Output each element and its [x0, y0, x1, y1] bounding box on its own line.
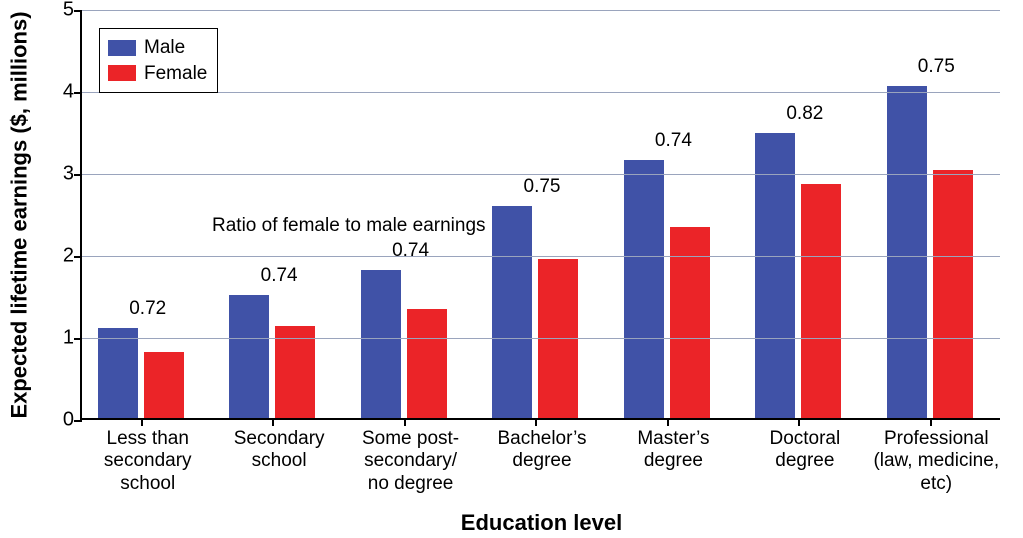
- legend-swatch-female: [108, 65, 136, 81]
- bar-group: 0.74Master’sdegree: [608, 10, 739, 418]
- y-tick-mark: [74, 256, 82, 258]
- x-tick-mark: [667, 418, 669, 426]
- bar-groups: 0.72Less thansecondaryschool0.74Secondar…: [82, 10, 1000, 418]
- bar-group: 0.75Professional(law, medicine,etc): [871, 10, 1002, 418]
- x-tick-label: Master’sdegree: [602, 428, 745, 473]
- legend-swatch-male: [108, 40, 136, 56]
- gridline: [82, 338, 1000, 339]
- y-axis-title: Expected lifetime earnings ($, millions): [7, 11, 33, 418]
- bar-group: 0.74Secondaryschool: [213, 10, 344, 418]
- bar-group: 0.74Some post-secondary/no degree: [345, 10, 476, 418]
- gridline: [82, 256, 1000, 257]
- ratio-label: 0.74: [345, 240, 476, 262]
- bar-male: [492, 206, 532, 418]
- gridline: [82, 174, 1000, 175]
- x-tick-label: Bachelor’sdegree: [470, 428, 613, 473]
- bar-male: [624, 160, 664, 418]
- legend-label-female: Female: [144, 61, 207, 87]
- gridline: [82, 10, 1000, 11]
- y-tick-label: 1: [63, 327, 74, 350]
- bar-female: [933, 170, 973, 418]
- x-tick-mark: [535, 418, 537, 426]
- gridline: [82, 92, 1000, 93]
- x-tick-mark: [930, 418, 932, 426]
- y-tick-mark: [74, 174, 82, 176]
- ratio-label: 0.72: [82, 298, 213, 320]
- bar-group: 0.75Bachelor’sdegree: [476, 10, 607, 418]
- x-tick-label: Less thansecondaryschool: [76, 428, 219, 495]
- x-tick-mark: [272, 418, 274, 426]
- x-tick-mark: [141, 418, 143, 426]
- legend-item-female: Female: [108, 61, 207, 87]
- x-tick-label: Doctoraldegree: [733, 428, 876, 473]
- bar-male: [361, 270, 401, 418]
- legend: Male Female: [99, 28, 218, 93]
- x-axis-title: Education level: [80, 510, 1003, 536]
- y-tick-label: 3: [63, 163, 74, 186]
- y-tick-mark: [74, 92, 82, 94]
- bar-male: [98, 328, 138, 418]
- ratio-label: 0.74: [608, 130, 739, 152]
- bar-male: [229, 295, 269, 418]
- bar-female: [801, 184, 841, 418]
- x-tick-label: Secondaryschool: [207, 428, 350, 473]
- y-tick-mark: [74, 420, 82, 422]
- x-tick-mark: [404, 418, 406, 426]
- bar-male: [755, 133, 795, 418]
- bar-female: [407, 309, 447, 418]
- y-tick-label: 0: [63, 409, 74, 432]
- y-tick-label: 2: [63, 245, 74, 268]
- y-axis-title-container: Expected lifetime earnings ($, millions): [0, 0, 40, 430]
- x-tick-label: Professional(law, medicine,etc): [865, 428, 1008, 495]
- x-tick-label: Some post-secondary/no degree: [339, 428, 482, 495]
- bar-female: [144, 352, 184, 418]
- x-tick-mark: [798, 418, 800, 426]
- legend-item-male: Male: [108, 35, 207, 61]
- legend-label-male: Male: [144, 35, 185, 61]
- ratio-label: 0.75: [476, 176, 607, 198]
- bar-male: [887, 86, 927, 418]
- earnings-chart: Expected lifetime earnings ($, millions)…: [0, 0, 1023, 538]
- bar-female: [275, 326, 315, 418]
- y-tick-mark: [74, 10, 82, 12]
- ratio-label: 0.82: [739, 103, 870, 125]
- bar-group: 0.82Doctoraldegree: [739, 10, 870, 418]
- ratio-label: 0.74: [213, 265, 344, 287]
- y-tick-mark: [74, 338, 82, 340]
- y-tick-label: 4: [63, 81, 74, 104]
- y-tick-label: 5: [63, 0, 74, 22]
- ratio-label: 0.75: [871, 56, 1002, 78]
- plot-area: Male Female Ratio of female to male earn…: [80, 10, 1000, 420]
